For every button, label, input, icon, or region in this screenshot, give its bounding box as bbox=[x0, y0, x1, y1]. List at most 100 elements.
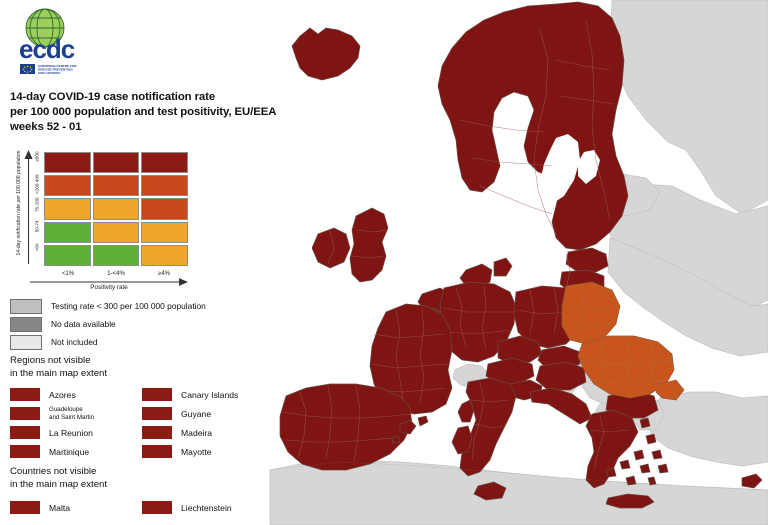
france-region bbox=[369, 303, 453, 415]
matrix-cell-r4-c2 bbox=[141, 244, 188, 266]
greece-region bbox=[585, 409, 639, 489]
status-swatch-2 bbox=[10, 334, 42, 350]
title-line-2: per 100 000 population and test positivi… bbox=[10, 106, 277, 118]
region-item: Madeira bbox=[142, 423, 272, 442]
region-label: Mayotte bbox=[181, 446, 212, 457]
countries-section-heading: Countries not visible in the main map ex… bbox=[10, 466, 108, 490]
ecdc-globe-icon bbox=[25, 8, 65, 48]
matrix-cell-r1-c0 bbox=[44, 175, 91, 197]
region-item: Guyane bbox=[142, 404, 272, 423]
status-swatch-0 bbox=[10, 298, 42, 314]
y-tick-2: 75-200 bbox=[34, 197, 40, 212]
region-label: Madeira bbox=[181, 427, 213, 438]
ecdc-logo: ecdc EUROPEAN CENTRE FOR DISEASE PREVENT… bbox=[9, 6, 113, 84]
risk-matrix-legend: 14-day notification rate per 100 000 pop… bbox=[8, 148, 198, 291]
country-label: Liechtenstein bbox=[181, 502, 232, 513]
status-swatch-1 bbox=[10, 316, 42, 332]
matrix-cell-r1-c1 bbox=[92, 175, 140, 197]
matrix-cell-grid bbox=[44, 152, 188, 266]
matrix-cell-r4-c0 bbox=[44, 244, 91, 266]
legend-panel: ecdc EUROPEAN CENTRE FOR DISEASE PREVENT… bbox=[0, 0, 276, 525]
region-swatch-3 bbox=[142, 445, 172, 458]
region-swatch-2 bbox=[10, 426, 40, 439]
y-axis-arrow bbox=[24, 150, 33, 264]
regions-section-heading: Regions not visible in the main map exte… bbox=[10, 355, 108, 379]
y-tick-3: 50-74 bbox=[34, 220, 40, 233]
status-legend-label: Not included bbox=[51, 337, 98, 347]
matrix-cell-r2-c2 bbox=[141, 198, 188, 220]
matrix-y-ticks: ≥500 >200-499 75-200 50-74 <50 bbox=[31, 152, 44, 266]
y-tick-0: ≥500 bbox=[34, 151, 40, 162]
country-swatch-0 bbox=[142, 501, 172, 514]
region-swatch-0 bbox=[142, 388, 172, 401]
matrix-cell-r1-c2 bbox=[141, 175, 188, 197]
matrix-cell-r2-c1 bbox=[92, 198, 140, 220]
region-label: Canary Islands bbox=[181, 389, 239, 400]
country-label: Malta bbox=[49, 502, 71, 513]
status-legend-item: No data available bbox=[10, 316, 260, 332]
region-label: Guyane bbox=[181, 408, 212, 419]
region-item: La Reunion bbox=[10, 423, 140, 442]
matrix-y-axis-label: 14-day notification rate per 100 000 pop… bbox=[16, 150, 22, 256]
matrix-cell-r0-c2 bbox=[141, 152, 188, 174]
region-item: Martinique bbox=[10, 442, 140, 461]
region-item: Canary Islands bbox=[142, 385, 272, 404]
united-kingdom-region bbox=[349, 207, 389, 283]
regions-not-visible-list: Azores Guadeloupe and Saint Martin La Reuni… bbox=[10, 385, 260, 461]
map-orange-regions bbox=[561, 281, 685, 401]
region-label: La Reunion bbox=[49, 427, 93, 438]
page-title: 14-day COVID-19 case notification rate p… bbox=[10, 90, 310, 135]
status-legend-item: Not included bbox=[10, 334, 260, 350]
x-tick-2: ≥4% bbox=[157, 270, 171, 277]
title-line-3: weeks 52 - 01 bbox=[10, 121, 82, 133]
title-line-1: 14-day COVID-19 case notification rate bbox=[10, 91, 216, 103]
region-swatch-3 bbox=[10, 445, 40, 458]
region-item: Mayotte bbox=[142, 442, 272, 461]
x-tick-0: <1% bbox=[61, 270, 75, 277]
country-item: Liechtenstein bbox=[142, 498, 272, 517]
iceland-region bbox=[291, 27, 361, 81]
svg-text:ecdc: ecdc bbox=[19, 34, 75, 64]
region-swatch-1 bbox=[142, 407, 172, 420]
matrix-cell-r3-c1 bbox=[92, 221, 140, 243]
x-axis-arrow bbox=[30, 278, 188, 286]
svg-text:EUROPEAN CENTRE FOR: EUROPEAN CENTRE FOR bbox=[38, 64, 77, 68]
countries-column-left: Malta bbox=[10, 498, 140, 517]
map-dark-red-regions bbox=[279, 1, 763, 509]
country-swatch-0 bbox=[10, 501, 40, 514]
matrix-cell-r0-c0 bbox=[44, 152, 91, 174]
matrix-cell-r4-c1 bbox=[92, 244, 140, 266]
status-legend-label: Testing rate < 300 per 100 000 populatio… bbox=[51, 301, 206, 311]
matrix-cell-r3-c0 bbox=[44, 221, 91, 243]
region-item: Guadeloupe and Saint Martin bbox=[10, 404, 140, 423]
regions-column-right: Canary Islands Guyane Madeira Mayotte bbox=[142, 385, 272, 461]
y-tick-1: >200-499 bbox=[34, 174, 40, 195]
region-swatch-1 bbox=[10, 407, 40, 420]
status-legend: Testing rate < 300 per 100 000 populatio… bbox=[10, 298, 260, 352]
matrix-cell-r2-c0 bbox=[44, 198, 91, 220]
ireland-region bbox=[311, 227, 351, 269]
matrix-cell-r0-c1 bbox=[92, 152, 140, 174]
ecdc-logo-subtitle: EUROPEAN CENTRE FOR DISEASE PREVENTION A… bbox=[38, 64, 77, 75]
countries-column-right: Liechtenstein bbox=[142, 498, 272, 517]
matrix-x-ticks: <1% 1-<4% ≥4% bbox=[44, 268, 188, 280]
status-legend-item: Testing rate < 300 per 100 000 populatio… bbox=[10, 298, 260, 314]
ecdc-wordmark: ecdc bbox=[19, 34, 76, 64]
region-swatch-0 bbox=[10, 388, 40, 401]
regions-column-left: Azores Guadeloupe and Saint Martin La Reuni… bbox=[10, 385, 140, 461]
svg-text:DISEASE PREVENTION: DISEASE PREVENTION bbox=[38, 68, 73, 72]
iberia-region bbox=[279, 383, 413, 471]
region-label: Martinique bbox=[49, 446, 90, 457]
countries-not-visible-list: Malta Liechtenstein bbox=[10, 498, 260, 518]
region-label: Azores bbox=[49, 389, 76, 400]
matrix-x-axis-label: Positivity rate bbox=[90, 284, 128, 291]
status-legend-label: No data available bbox=[51, 319, 116, 329]
eu-flag-icon bbox=[20, 64, 35, 74]
svg-text:AND CONTROL: AND CONTROL bbox=[38, 71, 61, 75]
region-label: Guadeloupe and Saint Martin bbox=[49, 406, 95, 421]
region-item: Azores bbox=[10, 385, 140, 404]
x-tick-1: 1-<4% bbox=[107, 270, 125, 277]
country-item: Malta bbox=[10, 498, 140, 517]
